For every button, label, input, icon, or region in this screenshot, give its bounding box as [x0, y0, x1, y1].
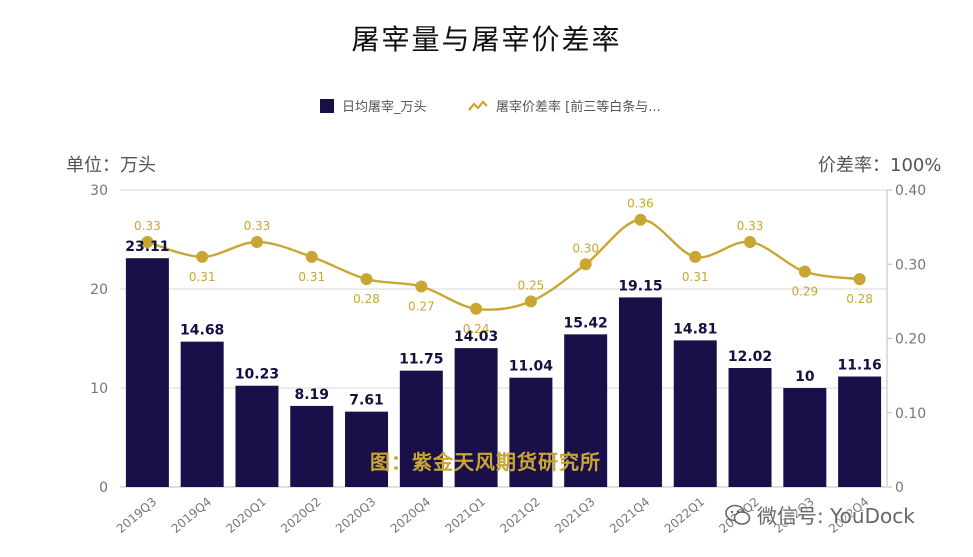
category-label: 2021Q2 [497, 495, 542, 536]
bar [235, 385, 279, 487]
line-value-label: 0.36 [627, 197, 654, 211]
bar [618, 297, 662, 487]
legend-item-line: 屠宰价差率 [前三等白条与... [468, 96, 661, 115]
legend-line-label: 屠宰价差率 [前三等白条与... [496, 100, 661, 115]
line-point [196, 250, 209, 263]
bar-value-label: 14.03 [454, 329, 498, 345]
bar-value-label: 14.81 [673, 321, 717, 337]
category-label: 2020Q3 [333, 495, 378, 536]
category-label: 2020Q4 [388, 495, 433, 536]
right-tick-label: 0.30 [895, 257, 926, 273]
bar [180, 341, 224, 487]
bar-value-label: 15.42 [564, 315, 608, 331]
right-axis-unit: 价差率：100% [818, 155, 942, 176]
line-value-label: 0.31 [298, 270, 325, 284]
right-tick-label: 0.10 [895, 406, 926, 422]
bar-value-label: 11.16 [837, 358, 881, 374]
category-label: 2020Q1 [223, 495, 268, 536]
line-point [250, 235, 263, 248]
line-point [415, 280, 428, 293]
left-tick-label: 30 [90, 183, 108, 199]
wechat-icon [725, 504, 751, 525]
line-point [360, 273, 373, 286]
line-value-label: 0.25 [518, 278, 545, 292]
bar [838, 376, 882, 487]
category-label: 2019Q4 [169, 495, 214, 536]
bar [345, 411, 389, 487]
line-point [305, 250, 318, 263]
category-label: 2020Q2 [278, 495, 323, 536]
bar-value-label: 8.19 [294, 387, 329, 403]
category-label: 2021Q1 [443, 495, 488, 536]
line-value-label: 0.28 [353, 292, 380, 306]
bar-value-label: 11.75 [399, 352, 443, 368]
bar-value-label: 10.23 [235, 367, 279, 383]
left-tick-label: 0 [99, 480, 108, 496]
line-value-label: 0.29 [791, 285, 818, 299]
legend-bar-swatch [320, 98, 334, 113]
line-point [524, 295, 537, 308]
bar [728, 368, 772, 487]
line-point [744, 235, 757, 248]
chart-title: 屠宰量与屠宰价差率 [351, 23, 622, 56]
bar [125, 258, 169, 487]
legend-bar-label: 日均屠宰_万头 [342, 100, 427, 115]
line-value-label: 0.27 [408, 300, 435, 314]
line-value-label: 0.24 [463, 322, 490, 336]
right-tick-label: 0.40 [895, 183, 926, 199]
bar [673, 340, 717, 487]
wechat-text: 微信号: YouDock [757, 504, 915, 528]
line-value-label: 0.30 [572, 241, 599, 255]
bar [399, 370, 443, 487]
bar-value-label: 19.15 [618, 278, 662, 294]
right-tick-label: 0 [895, 480, 904, 496]
line-value-label: 0.28 [846, 292, 873, 306]
right-tick-label: 0.20 [895, 332, 926, 348]
left-tick-label: 20 [90, 282, 108, 298]
left-tick-label: 10 [90, 381, 108, 397]
line-point [579, 258, 592, 271]
bar [564, 334, 608, 487]
line-point [634, 213, 647, 226]
bar-value-label: 14.68 [180, 323, 224, 339]
watermark: 图：紫金天风期货研究所 [370, 450, 601, 474]
legend-item-bar: 日均屠宰_万头 [320, 96, 427, 115]
category-label: 2019Q3 [114, 495, 159, 536]
line-point [689, 250, 702, 263]
bar-value-label: 11.04 [509, 359, 554, 375]
bar [509, 377, 553, 487]
wechat-badge: 微信号: YouDock [725, 500, 915, 529]
category-label: 2021Q3 [552, 495, 597, 536]
bar-value-label: 7.61 [349, 393, 384, 409]
bar [454, 348, 498, 487]
line-series-path [147, 218, 860, 311]
line-value-label: 0.33 [737, 219, 764, 233]
line-value-label: 0.33 [134, 219, 161, 233]
line-point [141, 235, 154, 248]
line-point [798, 265, 811, 278]
bar-value-label: 23.11 [125, 239, 169, 255]
bar-value-label: 12.02 [728, 349, 772, 365]
line-value-label: 0.33 [244, 219, 271, 233]
bar [290, 405, 334, 487]
line-point [853, 273, 866, 286]
bar-value-label: 10 [795, 369, 815, 385]
line-point [470, 302, 483, 315]
category-label: 2022Q1 [662, 495, 707, 536]
left-axis-unit: 单位：万头 [66, 155, 156, 176]
bar [783, 388, 827, 487]
legend-line-icon [468, 99, 488, 111]
line-value-label: 0.31 [189, 270, 216, 284]
category-label: 2021Q4 [607, 495, 652, 536]
line-value-label: 0.31 [682, 270, 709, 284]
